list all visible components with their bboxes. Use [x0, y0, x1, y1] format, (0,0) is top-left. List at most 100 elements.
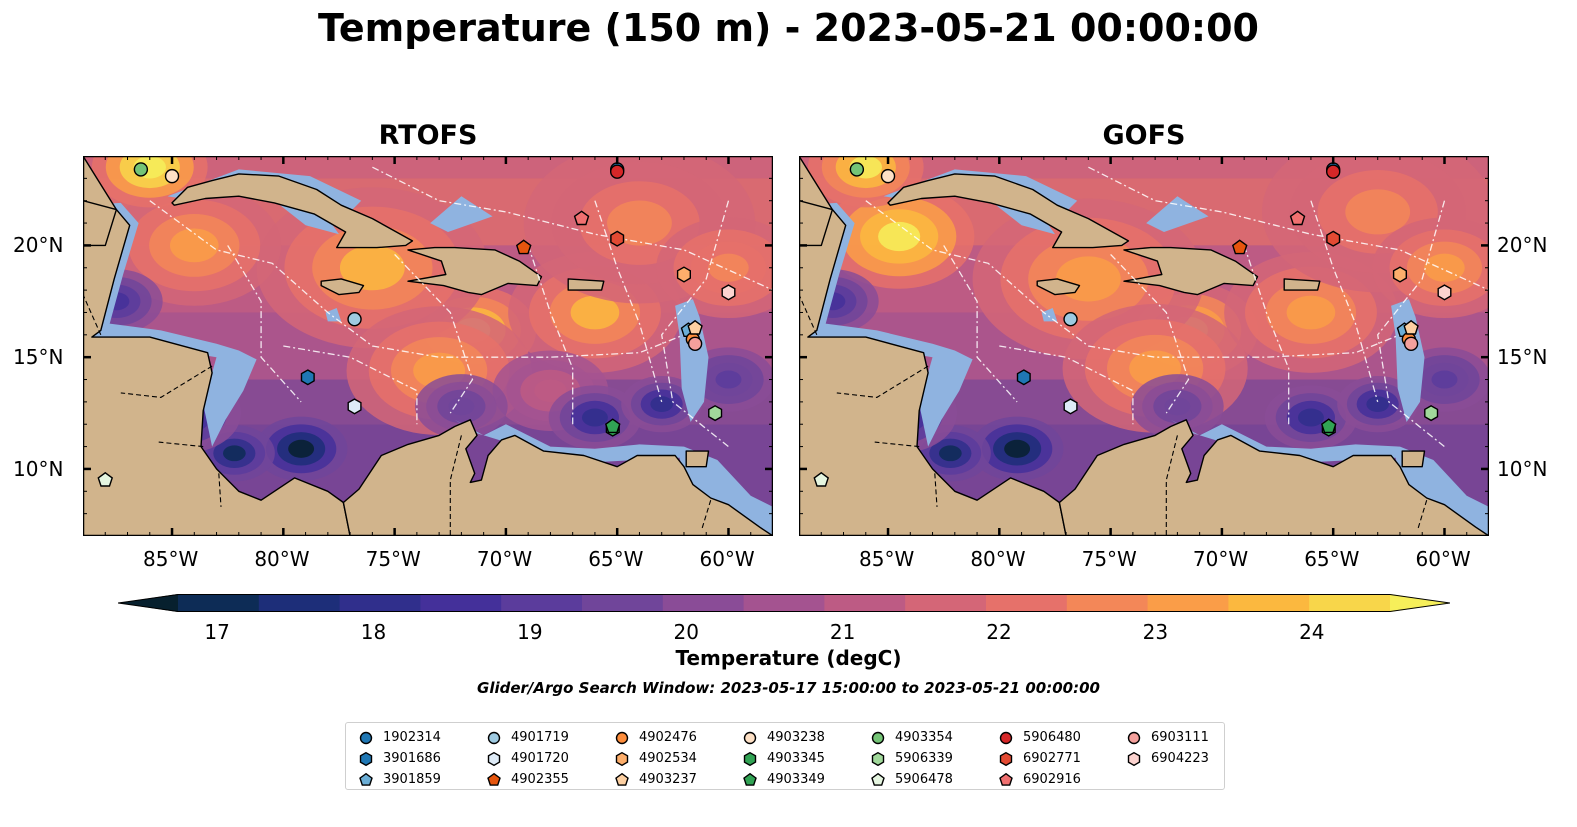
lon-tick-label: 85°W — [143, 547, 199, 571]
legend-item: 4901719 — [486, 727, 569, 748]
float-marker-5906339 — [871, 751, 885, 766]
legend-label: 4902534 — [639, 751, 697, 766]
float-marker-3901686 — [300, 369, 315, 386]
colorbar-bin — [420, 594, 502, 612]
lon-tick-label: 60°W — [699, 547, 755, 571]
lon-tick-label: 65°W — [1304, 547, 1360, 571]
colorbar-bin — [582, 594, 664, 612]
lon-tick-label: 70°W — [1192, 547, 1249, 571]
float-marker-6904223 — [1127, 751, 1141, 766]
lon-tick-label: 80°W — [254, 547, 310, 571]
colorbar-bin — [824, 594, 906, 612]
legend-item: 6902916 — [998, 769, 1081, 790]
land-trinidad — [1401, 450, 1426, 468]
land-yucatan2 — [799, 200, 834, 247]
shallow-shelf — [274, 200, 339, 235]
land-hisp — [1123, 246, 1259, 296]
float-marker-4901720 — [487, 751, 501, 766]
float-marker-6904223 — [721, 284, 736, 301]
float-marker-4902476 — [615, 731, 629, 744]
map-panel-rtofs — [83, 156, 773, 536]
float-marker-6902771 — [999, 751, 1013, 766]
legend-label: 6904223 — [1151, 751, 1209, 766]
shallow-shelf — [430, 196, 493, 232]
float-marker-4903349 — [604, 418, 621, 434]
panel-title-rtofs: RTOFS — [378, 120, 478, 151]
gofs-temperature-map — [799, 156, 1489, 536]
lat-tick-label-right: 10°N — [1497, 456, 1548, 481]
legend-item: 4903237 — [614, 769, 697, 790]
float-marker-6903111 — [687, 336, 703, 351]
legend-label: 4903238 — [767, 730, 825, 745]
float-marker-4903238 — [880, 168, 896, 184]
lon-tick-label: 60°W — [1415, 547, 1471, 571]
float-marker-4902534 — [676, 266, 691, 283]
colorbar-bin — [1309, 594, 1391, 612]
float-marker-3901686 — [359, 751, 373, 766]
colorbar-bin — [1228, 594, 1310, 612]
float-marker-5906480 — [999, 731, 1013, 744]
colorbar-tick-label: 23 — [1142, 620, 1169, 644]
shallow-shelf — [1041, 308, 1058, 322]
colorbar-extend-min — [118, 594, 178, 612]
colorbar-bin — [743, 594, 825, 612]
shallow-shelf — [325, 308, 342, 322]
land-cuba — [887, 173, 1130, 249]
legend-label: 5906480 — [1023, 730, 1081, 745]
land-hisp — [407, 246, 543, 296]
legend-label: 4901719 — [511, 730, 569, 745]
float-marker-3901686 — [1016, 369, 1031, 386]
float-marker-4901719 — [1063, 311, 1078, 327]
legend-label: 3901686 — [383, 751, 441, 766]
float-marker-4903237 — [615, 772, 629, 786]
colorbar-bin — [339, 594, 421, 612]
colorbar-bin — [1066, 594, 1149, 612]
float-marker-6902771 — [610, 230, 625, 247]
legend-item: 6904223 — [1126, 748, 1209, 769]
colorbar-bin — [258, 594, 341, 612]
lon-tick-label: 80°W — [970, 547, 1026, 571]
legend-item: 3901686 — [358, 748, 441, 769]
float-marker-5906480 — [609, 164, 625, 179]
land-jamaica — [1036, 278, 1081, 296]
float-marker-4903354 — [871, 731, 885, 744]
lon-tick-label: 65°W — [588, 547, 644, 571]
lat-tick-label-right: 15°N — [1497, 345, 1548, 370]
float-marker-5906480 — [1325, 164, 1341, 179]
land-pr — [567, 278, 605, 291]
float-marker-4902355 — [1231, 239, 1248, 255]
float-marker-4902534 — [615, 751, 629, 766]
legend-label: 4902355 — [511, 772, 569, 787]
lon-tick-label: 85°W — [859, 547, 915, 571]
legend-label: 6902916 — [1023, 772, 1081, 787]
float-marker-5906478 — [871, 772, 885, 786]
shallow-shelf — [1146, 196, 1209, 232]
float-marker-4903237 — [687, 319, 703, 335]
colorbar-bin — [986, 594, 1068, 612]
search-window-note: Glider/Argo Search Window: 2023-05-17 15… — [477, 679, 1100, 697]
land-jamaica — [320, 278, 365, 296]
colorbar-tick-label: 21 — [829, 620, 856, 644]
float-marker-4902355 — [487, 772, 501, 786]
legend-item: 4902476 — [614, 727, 697, 748]
land-yucatan2 — [83, 200, 118, 247]
float-marker-5906478 — [97, 471, 114, 487]
colorbar-tick-label: 17 — [204, 620, 230, 644]
colorbar-bin — [1147, 594, 1229, 612]
float-marker-1902314 — [359, 731, 373, 744]
rtofs-temperature-map — [83, 156, 773, 536]
legend-label: 3901859 — [383, 772, 441, 787]
colorbar-tick-label: 19 — [517, 620, 543, 644]
lat-tick-label-right: 20°N — [1497, 233, 1548, 258]
legend-label: 6903111 — [1151, 730, 1209, 745]
legend-label: 4903354 — [895, 730, 953, 745]
float-marker-5906339 — [1424, 404, 1439, 422]
lon-tick-label: 75°W — [1081, 547, 1137, 571]
legend-label: 5906339 — [895, 751, 953, 766]
legend-item: 4902534 — [614, 748, 697, 769]
legend-label: 4902476 — [639, 730, 697, 745]
shallow-shelf — [799, 202, 973, 447]
float-marker-4903354 — [849, 162, 865, 177]
float-marker-4903238 — [164, 168, 180, 184]
float-marker-6903111 — [1403, 336, 1419, 351]
